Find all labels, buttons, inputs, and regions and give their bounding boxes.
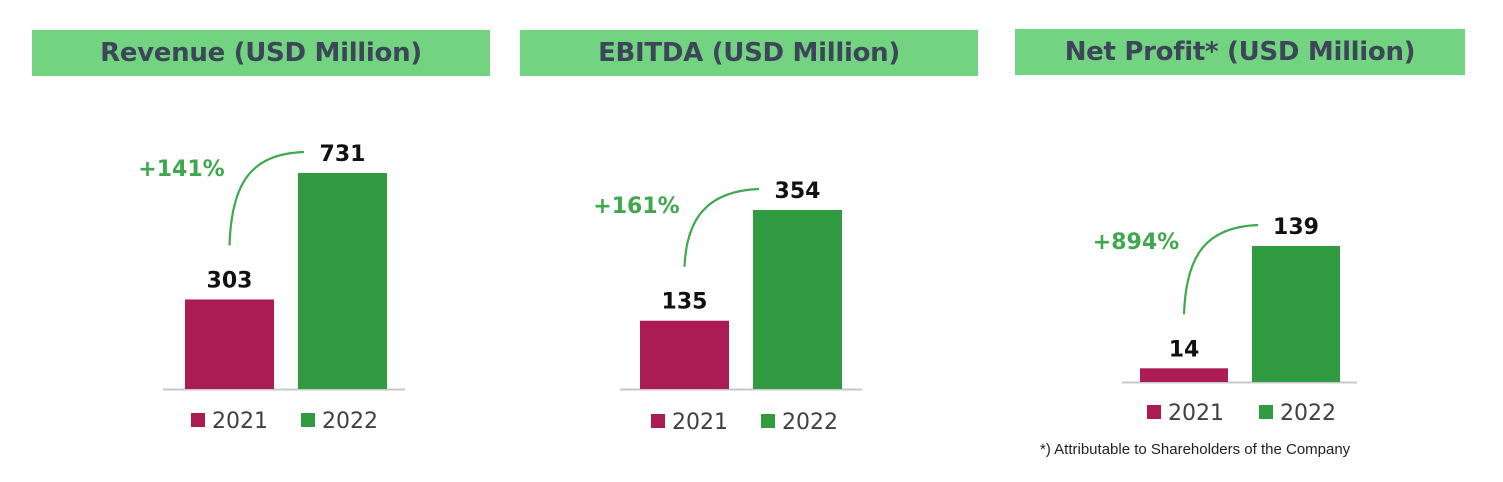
revenue-panel: Revenue (USD Million) 303 731 +141% 2021 202… xyxy=(0,0,500,482)
revenue-value-label-2022: 731 xyxy=(320,142,366,167)
revenue-growth-label: +141% xyxy=(138,157,224,182)
revenue-title: Revenue (USD Million) xyxy=(32,30,490,76)
revenue-bar-2022 xyxy=(298,173,387,389)
net-profit-title: Net Profit* (USD Million) xyxy=(1015,29,1465,75)
ebitda-panel: EBITDA (USD Million) 135 354 +161% 2021 2022 xyxy=(520,30,978,435)
ebitda-value-label-2022: 354 xyxy=(775,179,821,204)
ebitda-title: EBITDA (USD Million) xyxy=(520,30,978,76)
ebitda-growth-label: +161% xyxy=(593,194,679,219)
net-profit-bar-2021 xyxy=(1140,368,1228,382)
ebitda-chart: 135 354 +161% 2021 2022 xyxy=(593,179,862,435)
revenue-growth-arc xyxy=(228,150,305,246)
revenue-bar-2021 xyxy=(185,299,274,389)
ebitda-growth-arc xyxy=(683,187,760,267)
revenue-legend-swatch-2022 xyxy=(301,413,315,427)
net-profit-legend-swatch-2021 xyxy=(1147,405,1161,419)
net-profit-legend-label-2022: 2022 xyxy=(1280,401,1336,426)
revenue-legend-label-2022: 2022 xyxy=(322,409,378,434)
net-profit-growth-label: +894% xyxy=(1093,230,1179,255)
ebitda-value-label-2021: 135 xyxy=(662,290,708,315)
net-profit-legend-label-2021: 2021 xyxy=(1168,401,1224,426)
net-profit-growth-arc xyxy=(1182,223,1259,315)
ebitda-bar-2021 xyxy=(640,320,729,389)
footnote: *) Attributable to Shareholders of the C… xyxy=(1040,441,1351,458)
revenue-value-label-2021: 303 xyxy=(207,268,253,293)
net-profit-legend-swatch-2022 xyxy=(1259,405,1273,419)
net-profit-value-label-2021: 14 xyxy=(1169,337,1200,362)
revenue-chart: 303 731 +141% 2021 2022 xyxy=(138,142,405,434)
ebitda-legend-label-2022: 2022 xyxy=(782,410,838,435)
ebitda-bar-2022 xyxy=(753,210,842,389)
ebitda-legend-swatch-2021 xyxy=(651,414,665,428)
ebitda-legend-label-2021: 2021 xyxy=(672,410,728,435)
revenue-legend-label-2021: 2021 xyxy=(212,409,268,434)
revenue-legend-swatch-2021 xyxy=(191,413,205,427)
ebitda-legend-swatch-2022 xyxy=(761,414,775,428)
net-profit-bar-2022 xyxy=(1252,246,1340,382)
net-profit-value-label-2022: 139 xyxy=(1273,215,1319,240)
